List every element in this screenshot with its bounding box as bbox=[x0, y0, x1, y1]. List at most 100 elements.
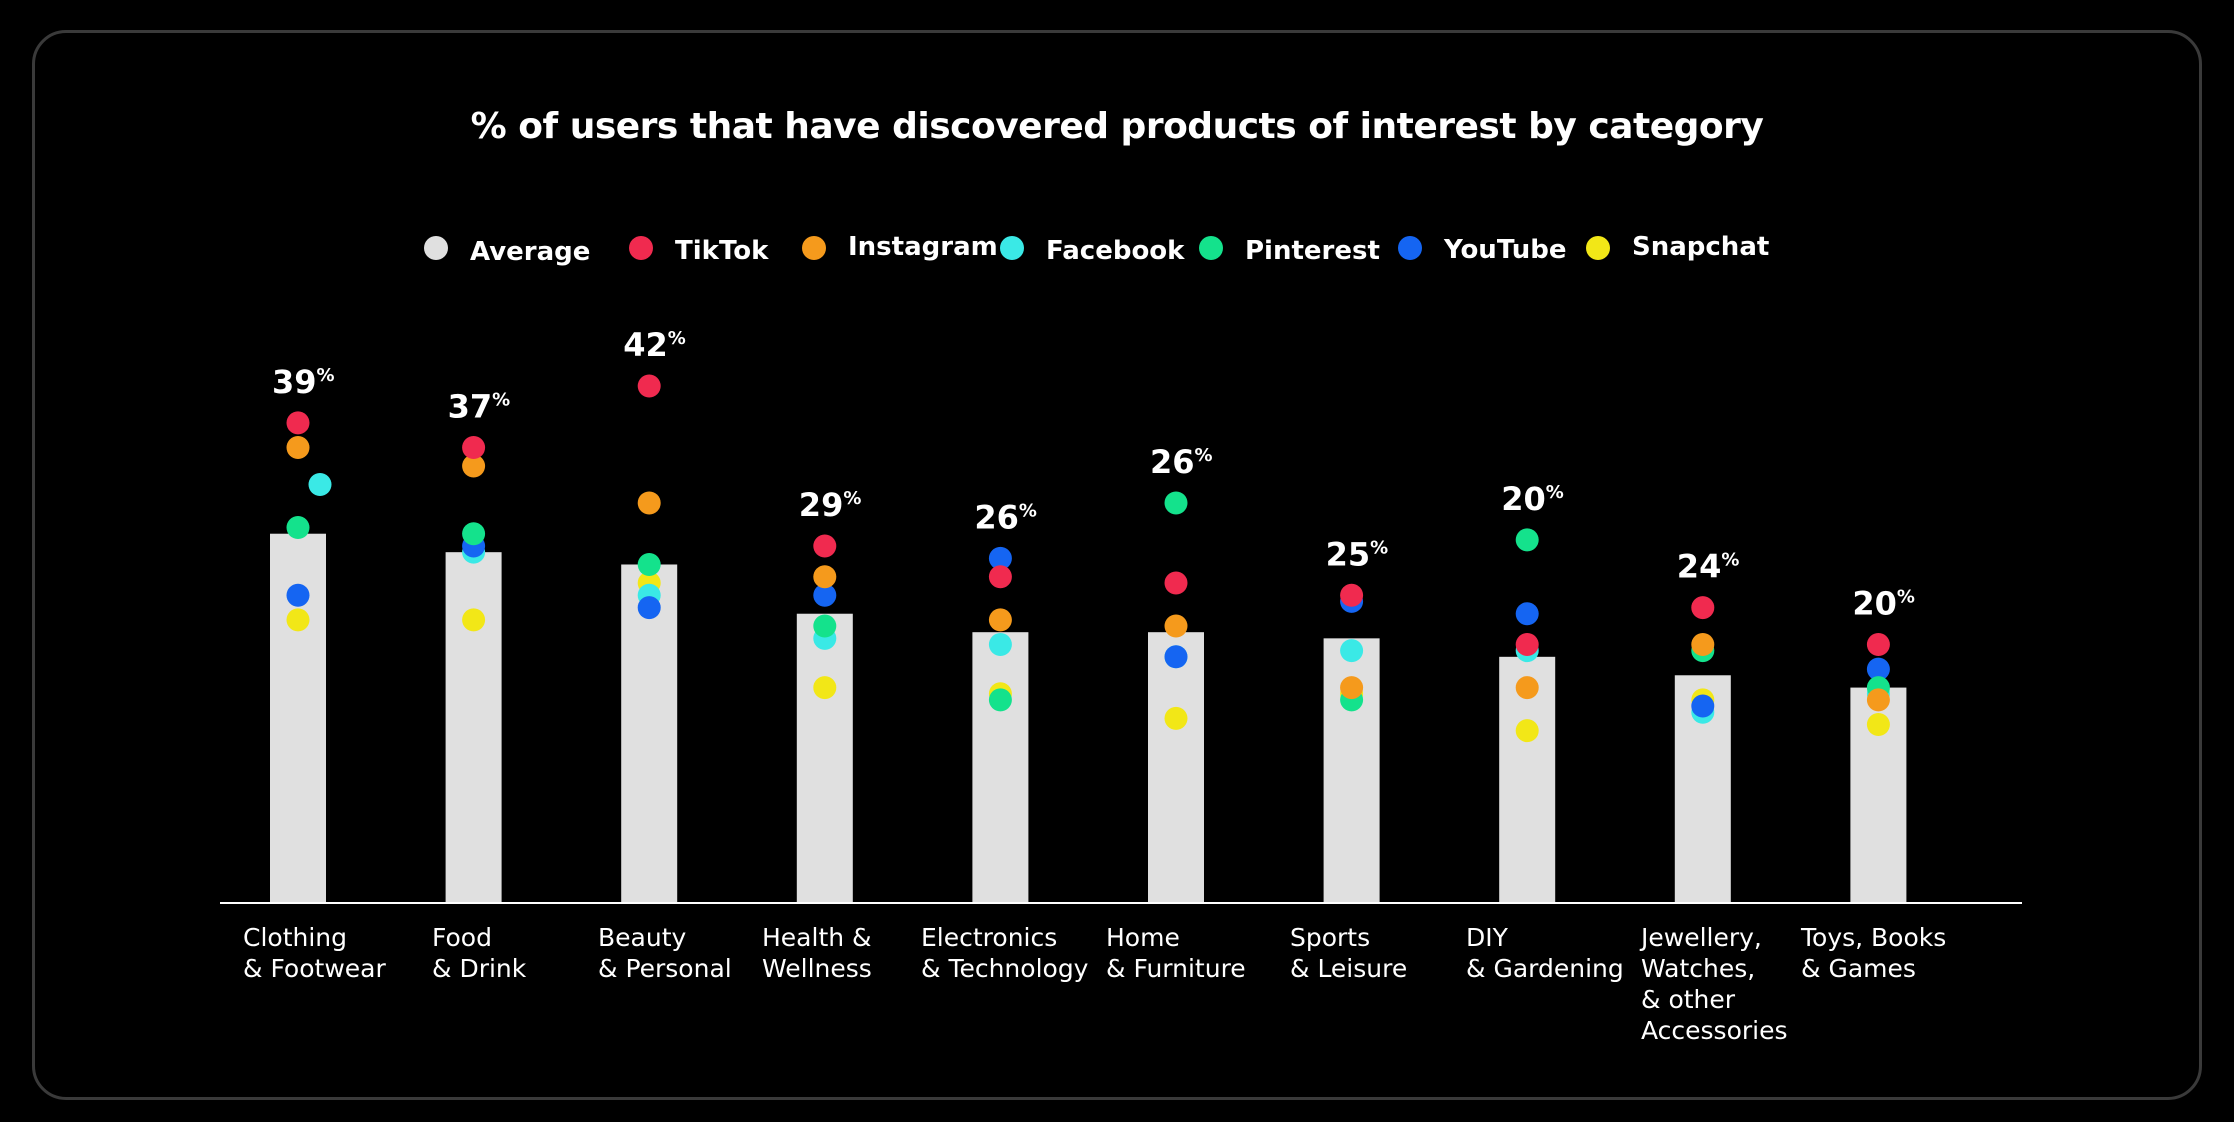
legend-label-youtube: YouTube bbox=[1443, 235, 1566, 265]
point-instagram-food bbox=[462, 454, 486, 478]
legend-item-snapchat: Snapchat bbox=[1586, 232, 1769, 262]
category-label-home-line-1: Home bbox=[1106, 923, 1180, 952]
point-youtube-home bbox=[1164, 645, 1188, 669]
category-label-home-line-2: & Furniture bbox=[1106, 954, 1246, 983]
bar-average-beauty bbox=[621, 564, 678, 903]
bar-series-average bbox=[270, 533, 1907, 903]
category-label-sports-line-2: & Leisure bbox=[1290, 954, 1407, 983]
value-label-jewellery: 24% bbox=[1677, 548, 1740, 586]
point-snapchat-toys-books bbox=[1866, 713, 1890, 737]
bar-average-electronics bbox=[972, 632, 1029, 903]
point-pinterest-home bbox=[1164, 491, 1188, 515]
point-facebook-sports bbox=[1340, 639, 1364, 663]
category-label-food-line-2: & Drink bbox=[432, 954, 527, 983]
point-pinterest-diy bbox=[1515, 528, 1539, 552]
chart-title: % of users that have discovered products… bbox=[470, 106, 1764, 147]
category-label-electronics-line-1: Electronics bbox=[921, 923, 1057, 952]
point-instagram-clothing bbox=[286, 436, 310, 460]
category-label-health-line-2: Wellness bbox=[762, 954, 872, 983]
bar-average-food bbox=[445, 552, 502, 903]
category-label-jewellery-line-3: & other bbox=[1641, 985, 1736, 1014]
category-label-toys-books-line-1: Toys, Books bbox=[1800, 923, 1946, 952]
value-label-diy: 20% bbox=[1501, 480, 1564, 518]
value-label-clothing: 39% bbox=[272, 363, 335, 401]
legend-swatch-pinterest bbox=[1199, 236, 1223, 260]
category-label-diy-line-1: DIY bbox=[1466, 923, 1509, 952]
point-tiktok-health bbox=[813, 534, 837, 558]
point-pinterest-health bbox=[813, 614, 837, 638]
category-label-clothing-line-2: & Footwear bbox=[243, 954, 386, 983]
point-instagram-jewellery bbox=[1691, 633, 1715, 656]
point-instagram-toys-books bbox=[1866, 688, 1890, 712]
legend-label-facebook: Facebook bbox=[1046, 236, 1185, 266]
point-tiktok-electronics bbox=[988, 565, 1012, 589]
point-youtube-diy bbox=[1515, 602, 1539, 626]
category-labels: Clothing& Footwear Food& Drink Beauty& Per… bbox=[243, 923, 1946, 1045]
category-label-jewellery-line-2: Watches, bbox=[1641, 954, 1755, 983]
point-facebook-clothing bbox=[308, 472, 332, 496]
point-tiktok-clothing bbox=[286, 411, 310, 435]
point-snapchat-clothing bbox=[286, 608, 310, 632]
legend-swatch-instagram bbox=[802, 236, 826, 260]
legend-item-average: Average bbox=[424, 236, 590, 267]
value-label-toys-books: 20% bbox=[1852, 585, 1915, 623]
value-label-beauty: 42% bbox=[623, 326, 686, 364]
point-instagram-sports bbox=[1340, 676, 1364, 700]
point-pinterest-food bbox=[462, 522, 486, 546]
value-labels: 39% 37% 42% 29% 26% 26% 25% 20% 24% 20% bbox=[272, 326, 1915, 623]
legend-swatch-average bbox=[424, 236, 448, 260]
chart-frame bbox=[32, 30, 2202, 1100]
legend-label-snapchat: Snapchat bbox=[1632, 232, 1769, 262]
point-tiktok-diy bbox=[1515, 633, 1539, 656]
point-snapchat-diy bbox=[1515, 719, 1539, 743]
point-youtube-jewellery bbox=[1691, 694, 1715, 718]
value-label-sports: 25% bbox=[1326, 535, 1389, 573]
point-instagram-diy bbox=[1515, 676, 1539, 700]
legend-label-average: Average bbox=[470, 237, 590, 267]
point-youtube-electronics bbox=[988, 546, 1012, 570]
point-youtube-beauty bbox=[637, 596, 661, 620]
point-tiktok-beauty bbox=[637, 374, 661, 398]
legend-label-tiktok: TikTok bbox=[675, 236, 769, 266]
legend-swatch-snapchat bbox=[1586, 236, 1610, 260]
point-snapchat-health bbox=[813, 676, 837, 700]
point-tiktok-jewellery bbox=[1691, 596, 1715, 620]
category-label-health-line-1: Health & bbox=[762, 923, 872, 952]
point-pinterest-beauty bbox=[637, 552, 661, 576]
category-label-electronics-line-2: & Technology bbox=[921, 954, 1089, 983]
legend-label-pinterest: Pinterest bbox=[1245, 236, 1380, 266]
legend-item-instagram: Instagram bbox=[802, 232, 998, 262]
point-instagram-electronics bbox=[988, 608, 1012, 632]
legend-item-facebook: Facebook bbox=[1000, 236, 1185, 266]
value-label-food: 37% bbox=[448, 388, 511, 426]
value-label-electronics: 26% bbox=[974, 498, 1037, 536]
value-label-health: 29% bbox=[799, 486, 862, 524]
point-youtube-clothing bbox=[286, 583, 310, 607]
category-label-beauty-line-2: & Personal bbox=[598, 954, 732, 983]
point-instagram-health bbox=[813, 565, 837, 589]
legend-swatch-tiktok bbox=[629, 236, 653, 260]
point-tiktok-food bbox=[462, 436, 486, 460]
legend-swatch-youtube bbox=[1398, 236, 1422, 260]
point-series bbox=[286, 374, 1890, 743]
point-snapchat-home bbox=[1164, 706, 1188, 730]
point-instagram-home bbox=[1164, 614, 1188, 638]
legend-item-tiktok: TikTok bbox=[629, 236, 769, 266]
bar-average-home bbox=[1148, 632, 1204, 903]
point-tiktok-home bbox=[1164, 571, 1188, 595]
point-pinterest-electronics bbox=[988, 688, 1012, 712]
legend-swatch-facebook bbox=[1000, 236, 1024, 260]
value-label-home: 26% bbox=[1150, 443, 1213, 481]
point-pinterest-clothing bbox=[286, 516, 310, 540]
legend-label-instagram: Instagram bbox=[848, 232, 998, 262]
category-label-food-line-1: Food bbox=[432, 923, 492, 952]
legend-item-youtube: YouTube bbox=[1398, 235, 1566, 265]
point-snapchat-food bbox=[462, 608, 486, 632]
bar-average-health bbox=[796, 613, 853, 903]
point-tiktok-sports bbox=[1340, 583, 1364, 607]
category-label-beauty-line-1: Beauty bbox=[598, 923, 686, 952]
category-label-clothing-line-1: Clothing bbox=[243, 923, 347, 952]
legend: Average TikTok Instagram Facebook Pinterest Y… bbox=[424, 232, 1769, 267]
category-label-toys-books-line-2: & Games bbox=[1801, 954, 1916, 983]
